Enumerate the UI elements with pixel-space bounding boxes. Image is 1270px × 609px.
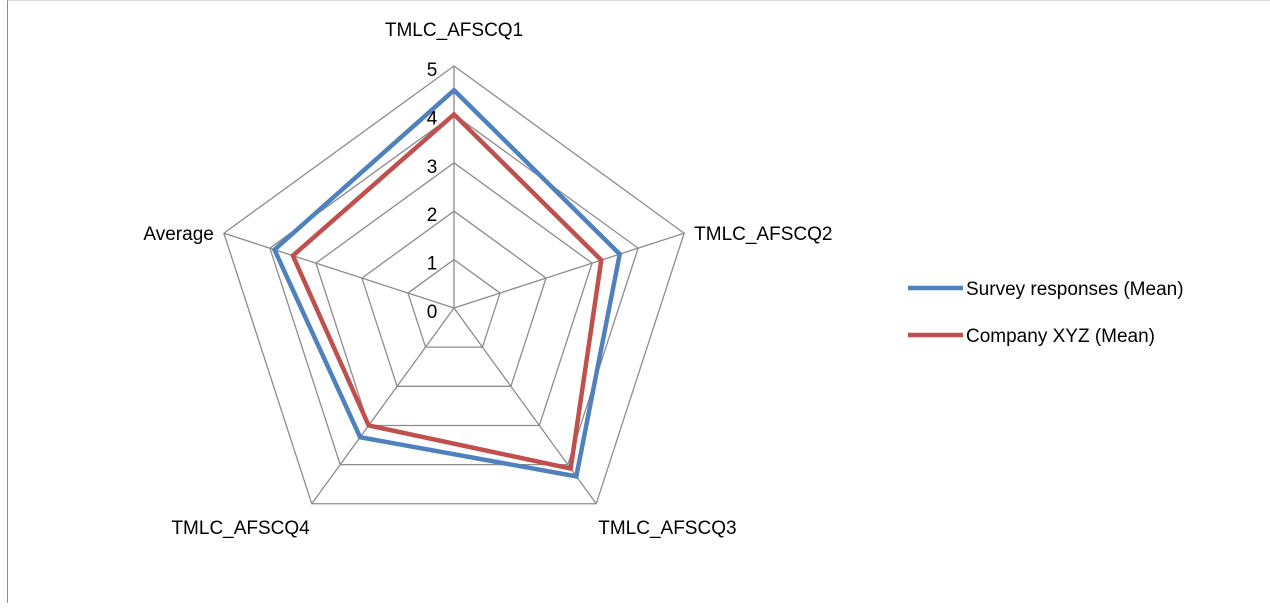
category-label: TMLC_AFSCQ3 — [598, 518, 736, 539]
radar-grid — [223, 65, 685, 505]
chart-area: 0 1 2 3 4 5 TMLC_AFSCQ1 TMLC_AFSCQ2 TMLC_AFSCQ3… — [7, 0, 1270, 603]
grid-ring-2 — [361, 210, 547, 387]
category-label: TMLC_AFSCQ1 — [385, 20, 523, 41]
spoke-5 — [223, 232, 455, 309]
spoke-2 — [453, 232, 685, 309]
legend-label-2: Company XYZ (Mean) — [966, 326, 1155, 347]
grid-ring-1 — [407, 258, 501, 348]
category-label: TMLC_AFSCQ4 — [171, 518, 310, 539]
grid-ring-5 — [223, 65, 685, 505]
spoke-3 — [453, 307, 597, 505]
radial-tick-labels: 0 1 2 3 4 5 — [427, 60, 438, 323]
radial-tick-label: 2 — [427, 205, 438, 226]
radial-tick-label: 3 — [427, 157, 438, 178]
radial-tick-label: 0 — [427, 302, 438, 323]
series-lines — [271, 87, 623, 479]
series-line-1 — [271, 87, 623, 479]
radial-tick-label: 5 — [427, 60, 438, 81]
spoke-4 — [311, 307, 455, 505]
legend-label-1: Survey responses (Mean) — [966, 279, 1184, 300]
legend: Survey responses (Mean) Company XYZ (Mean… — [908, 279, 1184, 347]
grid-ring-3 — [315, 161, 593, 427]
radial-tick-label: 4 — [427, 108, 438, 129]
category-label: TMLC_AFSCQ2 — [694, 224, 832, 245]
category-label: Average — [143, 224, 213, 245]
radar-chart: 0 1 2 3 4 5 TMLC_AFSCQ1 TMLC_AFSCQ2 TMLC_AFSCQ3… — [143, 20, 1184, 539]
radial-tick-label: 1 — [427, 254, 438, 275]
series-line-2 — [290, 111, 604, 472]
category-labels: TMLC_AFSCQ1 TMLC_AFSCQ2 TMLC_AFSCQ3 TMLC_AF… — [143, 20, 832, 539]
